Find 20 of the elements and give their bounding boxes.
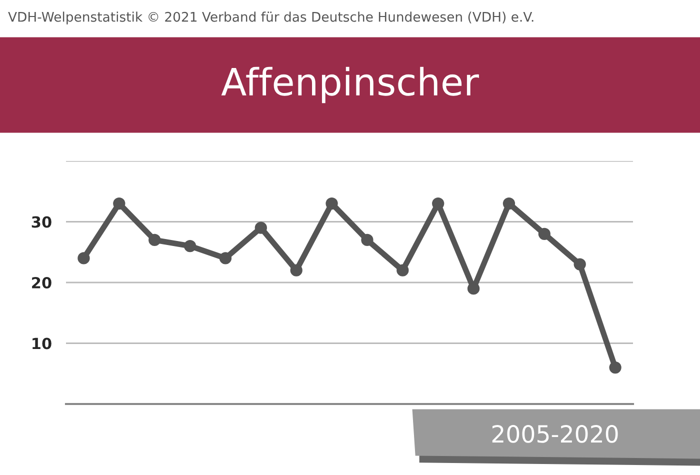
point — [148, 234, 161, 246]
point — [574, 258, 586, 270]
point — [609, 361, 622, 374]
y-tick-label: 10 — [32, 338, 52, 350]
chart-title: Affenpinscher — [221, 66, 479, 104]
point — [219, 252, 232, 264]
text: 2005-2020 — [492, 424, 618, 443]
point — [254, 222, 267, 234]
point — [361, 234, 374, 246]
point — [184, 240, 196, 252]
y-tick-label: 30 — [32, 216, 52, 228]
point — [113, 197, 126, 210]
text: VDH-Welpenstatistik © 2021 Verband für das Deutsche Hundewesen (VDH) e.V. — [8, 12, 534, 24]
point — [538, 228, 550, 240]
point — [326, 197, 338, 210]
point — [502, 197, 516, 210]
y-tick-label: 20 — [32, 276, 52, 289]
point — [290, 264, 302, 276]
point — [396, 264, 409, 276]
point — [78, 252, 90, 264]
